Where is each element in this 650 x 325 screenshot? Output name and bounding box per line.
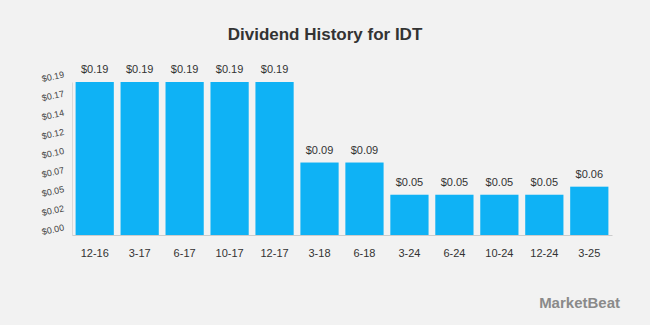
x-tick-label: 3-25 [578,247,600,259]
data-label: $0.19 [171,63,199,75]
x-tick: 10-24 [485,235,513,259]
bar [166,82,204,235]
y-axis: $0.00 $0.02 $0.05 $0.07 $0.10 $0.12 $0.14 $0.17… [41,69,73,236]
bar [525,195,563,235]
data-label: $0.05 [396,176,424,188]
y-tick: $0.02 [41,203,72,217]
title: Dividend History for IDT [228,25,423,44]
y-tick-label: $0.14 [41,108,65,122]
x-tick-label: 3-18 [309,247,331,259]
x-tick-label: 6-24 [443,247,465,259]
y-tick-label: $0.17 [41,89,65,103]
chart: Dividend History for IDT$0.00$0.02$0.05$… [0,0,650,325]
data-label: $0.05 [486,176,514,188]
y-axis-line [72,83,73,236]
bar [76,82,114,235]
y-tick-label: $0.10 [41,146,65,160]
watermark: MarketBeat [539,294,620,311]
x-tick-label: 12-16 [81,247,109,259]
x-tick: 6-18 [353,235,375,259]
data-label: $0.09 [351,144,379,156]
bar [435,195,473,235]
x-tick: 12-24 [530,235,558,259]
data-label: $0.19 [261,63,289,75]
y-tick-label: $0.05 [41,184,65,198]
data-label: $0.05 [441,176,469,188]
x-tick: 12-16 [81,235,109,259]
x-tick-label: 3-17 [129,247,151,259]
bars [76,82,609,235]
x-tick: 3-18 [309,235,331,259]
bar [121,82,159,235]
x-axis-line [73,235,613,236]
bar [570,187,608,235]
data-label: $0.09 [306,144,334,156]
y-tick: $0.10 [41,146,72,160]
data-label: $0.06 [576,168,604,180]
bar [300,163,338,235]
y-tick-label: $0.19 [41,69,65,83]
data-label: $0.05 [531,176,559,188]
x-tick: 12-17 [260,235,288,259]
data-label: $0.19 [216,63,244,75]
y-tick-label: $0.00 [41,222,65,236]
x-tick: 3-25 [578,235,600,259]
y-tick: $0.17 [41,89,72,103]
x-tick-label: 6-18 [353,247,375,259]
data-label: $0.19 [81,63,109,75]
x-tick-label: 10-17 [216,247,244,259]
y-tick-label: $0.07 [41,165,65,179]
y-tick: $0.00 [41,222,72,236]
x-tick-label: 10-24 [485,247,513,259]
x-tick-label: 12-17 [260,247,288,259]
bar [345,163,383,235]
y-tick: $0.14 [41,108,72,122]
x-tick: 3-24 [398,235,420,259]
data-label: $0.19 [126,63,154,75]
y-tick-label: $0.02 [41,203,65,217]
bar [255,82,293,235]
x-tick-label: 6-17 [174,247,196,259]
x-tick: 10-17 [216,235,244,259]
bar [390,195,428,235]
x-tick: 6-17 [174,235,196,259]
x-tick-label: 3-24 [398,247,420,259]
x-tick-label: 12-24 [530,247,558,259]
x-axis: 12-16 3-17 6-17 10-17 12-17 3-18 6-18 3-24 6-24 1… [73,235,613,259]
x-tick: 6-24 [443,235,465,259]
y-tick: $0.19 [41,69,72,83]
y-tick: $0.12 [41,127,72,141]
y-tick: $0.07 [41,165,72,179]
data-labels: $0.19 $0.19 $0.19 $0.19 $0.19 $0.09 $0.09 $0.05… [81,63,603,188]
bar [210,82,248,235]
x-tick: 3-17 [129,235,151,259]
background [0,0,650,325]
bar [480,195,518,235]
y-tick-label: $0.12 [41,127,65,141]
y-tick: $0.05 [41,184,72,198]
